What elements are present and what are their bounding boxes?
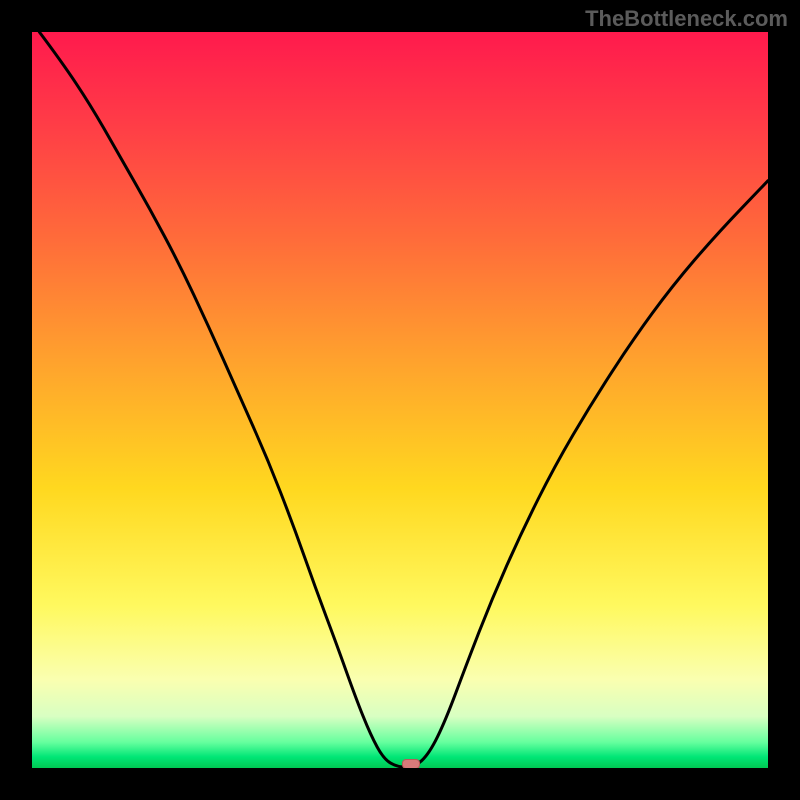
bottleneck-curve [32,32,768,768]
watermark-text: TheBottleneck.com [585,6,788,32]
chart-container: TheBottleneck.com [0,0,800,800]
curve-path [39,32,768,767]
optimum-marker [402,759,420,768]
plot-area [32,32,768,768]
